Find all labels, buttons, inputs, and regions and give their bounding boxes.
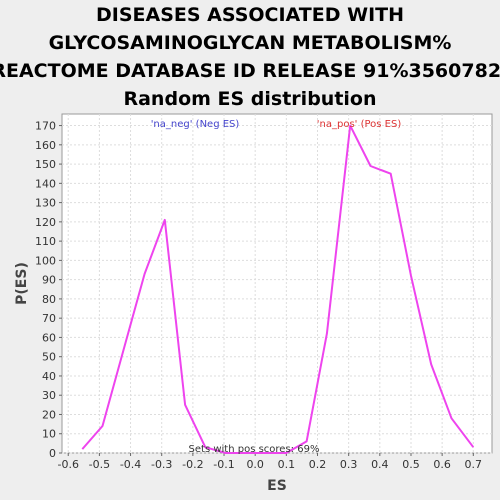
grid [62,114,492,454]
y-tick-label: 100 [35,254,56,267]
y-axis-label: P(ES) [14,262,30,305]
y-tick-label: 60 [42,331,56,344]
title-line: Random ES distribution [123,88,376,110]
series [81,124,475,454]
y-tick-label: 0 [49,447,56,460]
x-tick-label: -0.1 [213,458,234,471]
y-tick-label: 150 [35,158,56,171]
x-tick-label: 0.7 [465,458,483,471]
x-tick-label: 0.3 [340,458,358,471]
y-tick-label: 110 [35,235,56,248]
x-tick-label: 0.2 [309,458,327,471]
x-tick-label: 0.1 [278,458,296,471]
annotation-label: Sets with pos scores: 69% [189,444,320,455]
y-tick-label: 30 [42,389,56,402]
x-tick-label: 0.0 [246,458,264,471]
y-tick-label: 70 [42,312,56,325]
x-axis-ticks: -0.6 -0.5 -0.4 -0.3 -0.2 -0.1 0.0 0.1 0.2 0.3 0.4 0… [57,453,482,471]
y-tick-label: 10 [42,428,56,441]
x-tick-label: 0.6 [433,458,451,471]
x-tick-label: -0.5 [89,458,110,471]
annotations: 'na_neg' (Neg ES) 'na_pos' (Pos ES) Sets w… [151,119,402,455]
x-tick-label: -0.6 [57,458,78,471]
y-axis-ticks: 0 10 20 30 40 50 60 70 80 90 100 110 120 130 140 150 160… [35,120,62,460]
y-tick-label: 80 [42,293,56,306]
x-tick-label: -0.2 [182,458,203,471]
y-tick-label: 140 [35,177,56,190]
title-line: GLYCOSAMINOGLYCAN METABOLISM% [49,32,452,54]
y-tick-label: 130 [35,197,56,210]
x-tick-label: 0.4 [371,458,389,471]
y-tick-label: 90 [42,274,56,287]
annotation-label: 'na_neg' (Neg ES) [151,119,240,130]
title-line: REACTOME DATABASE ID RELEASE 91%3560782: [0,60,500,82]
y-tick-label: 120 [35,216,56,229]
y-tick-label: 50 [42,351,56,364]
x-axis-label: ES [267,478,287,494]
x-tick-label: -0.4 [120,458,141,471]
title-line: DISEASES ASSOCIATED WITH [96,4,404,26]
series-line [81,124,475,454]
plot-area [61,113,493,454]
x-tick-label: 0.5 [402,458,420,471]
y-tick-label: 170 [35,120,56,133]
x-tick-label: -0.3 [151,458,172,471]
y-tick-label: 40 [42,370,56,383]
annotation-label: 'na_pos' (Pos ES) [317,119,402,130]
chart-title: DISEASES ASSOCIATED WITH GLYCOSAMINOGLYCA… [0,4,500,110]
y-tick-label: 20 [42,408,56,421]
y-tick-label: 160 [35,139,56,152]
